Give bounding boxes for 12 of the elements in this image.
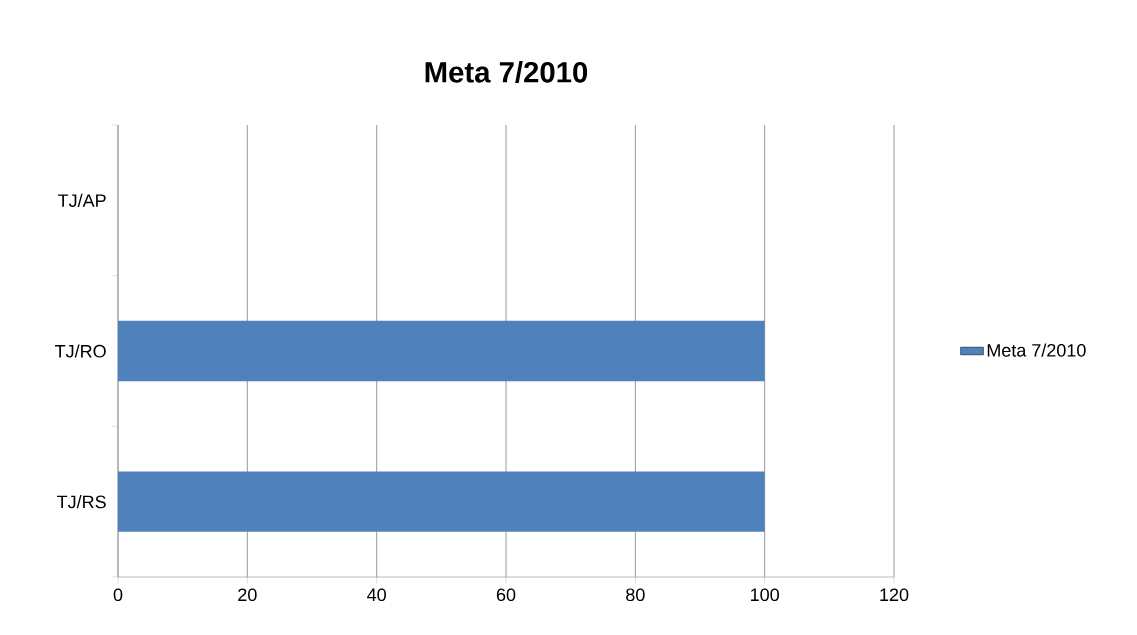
x-tick-label: 40 — [367, 588, 386, 602]
x-tick-label: 0 — [113, 588, 123, 602]
x-tick-label: 60 — [496, 588, 516, 602]
y-tick-label: TJ/RS — [57, 495, 106, 509]
chart-title: Meta 7/2010 — [425, 61, 588, 83]
y-tick-label: TJ/RO — [55, 344, 106, 358]
x-tick-label: 100 — [751, 588, 779, 602]
x-tick-label: 20 — [238, 588, 257, 602]
legend-label: Meta 7/2010 — [987, 343, 1086, 357]
x-tick-label: 120 — [880, 588, 909, 602]
y-tick-label: TJ/AP — [58, 193, 106, 207]
x-tick-label: 80 — [626, 588, 645, 602]
